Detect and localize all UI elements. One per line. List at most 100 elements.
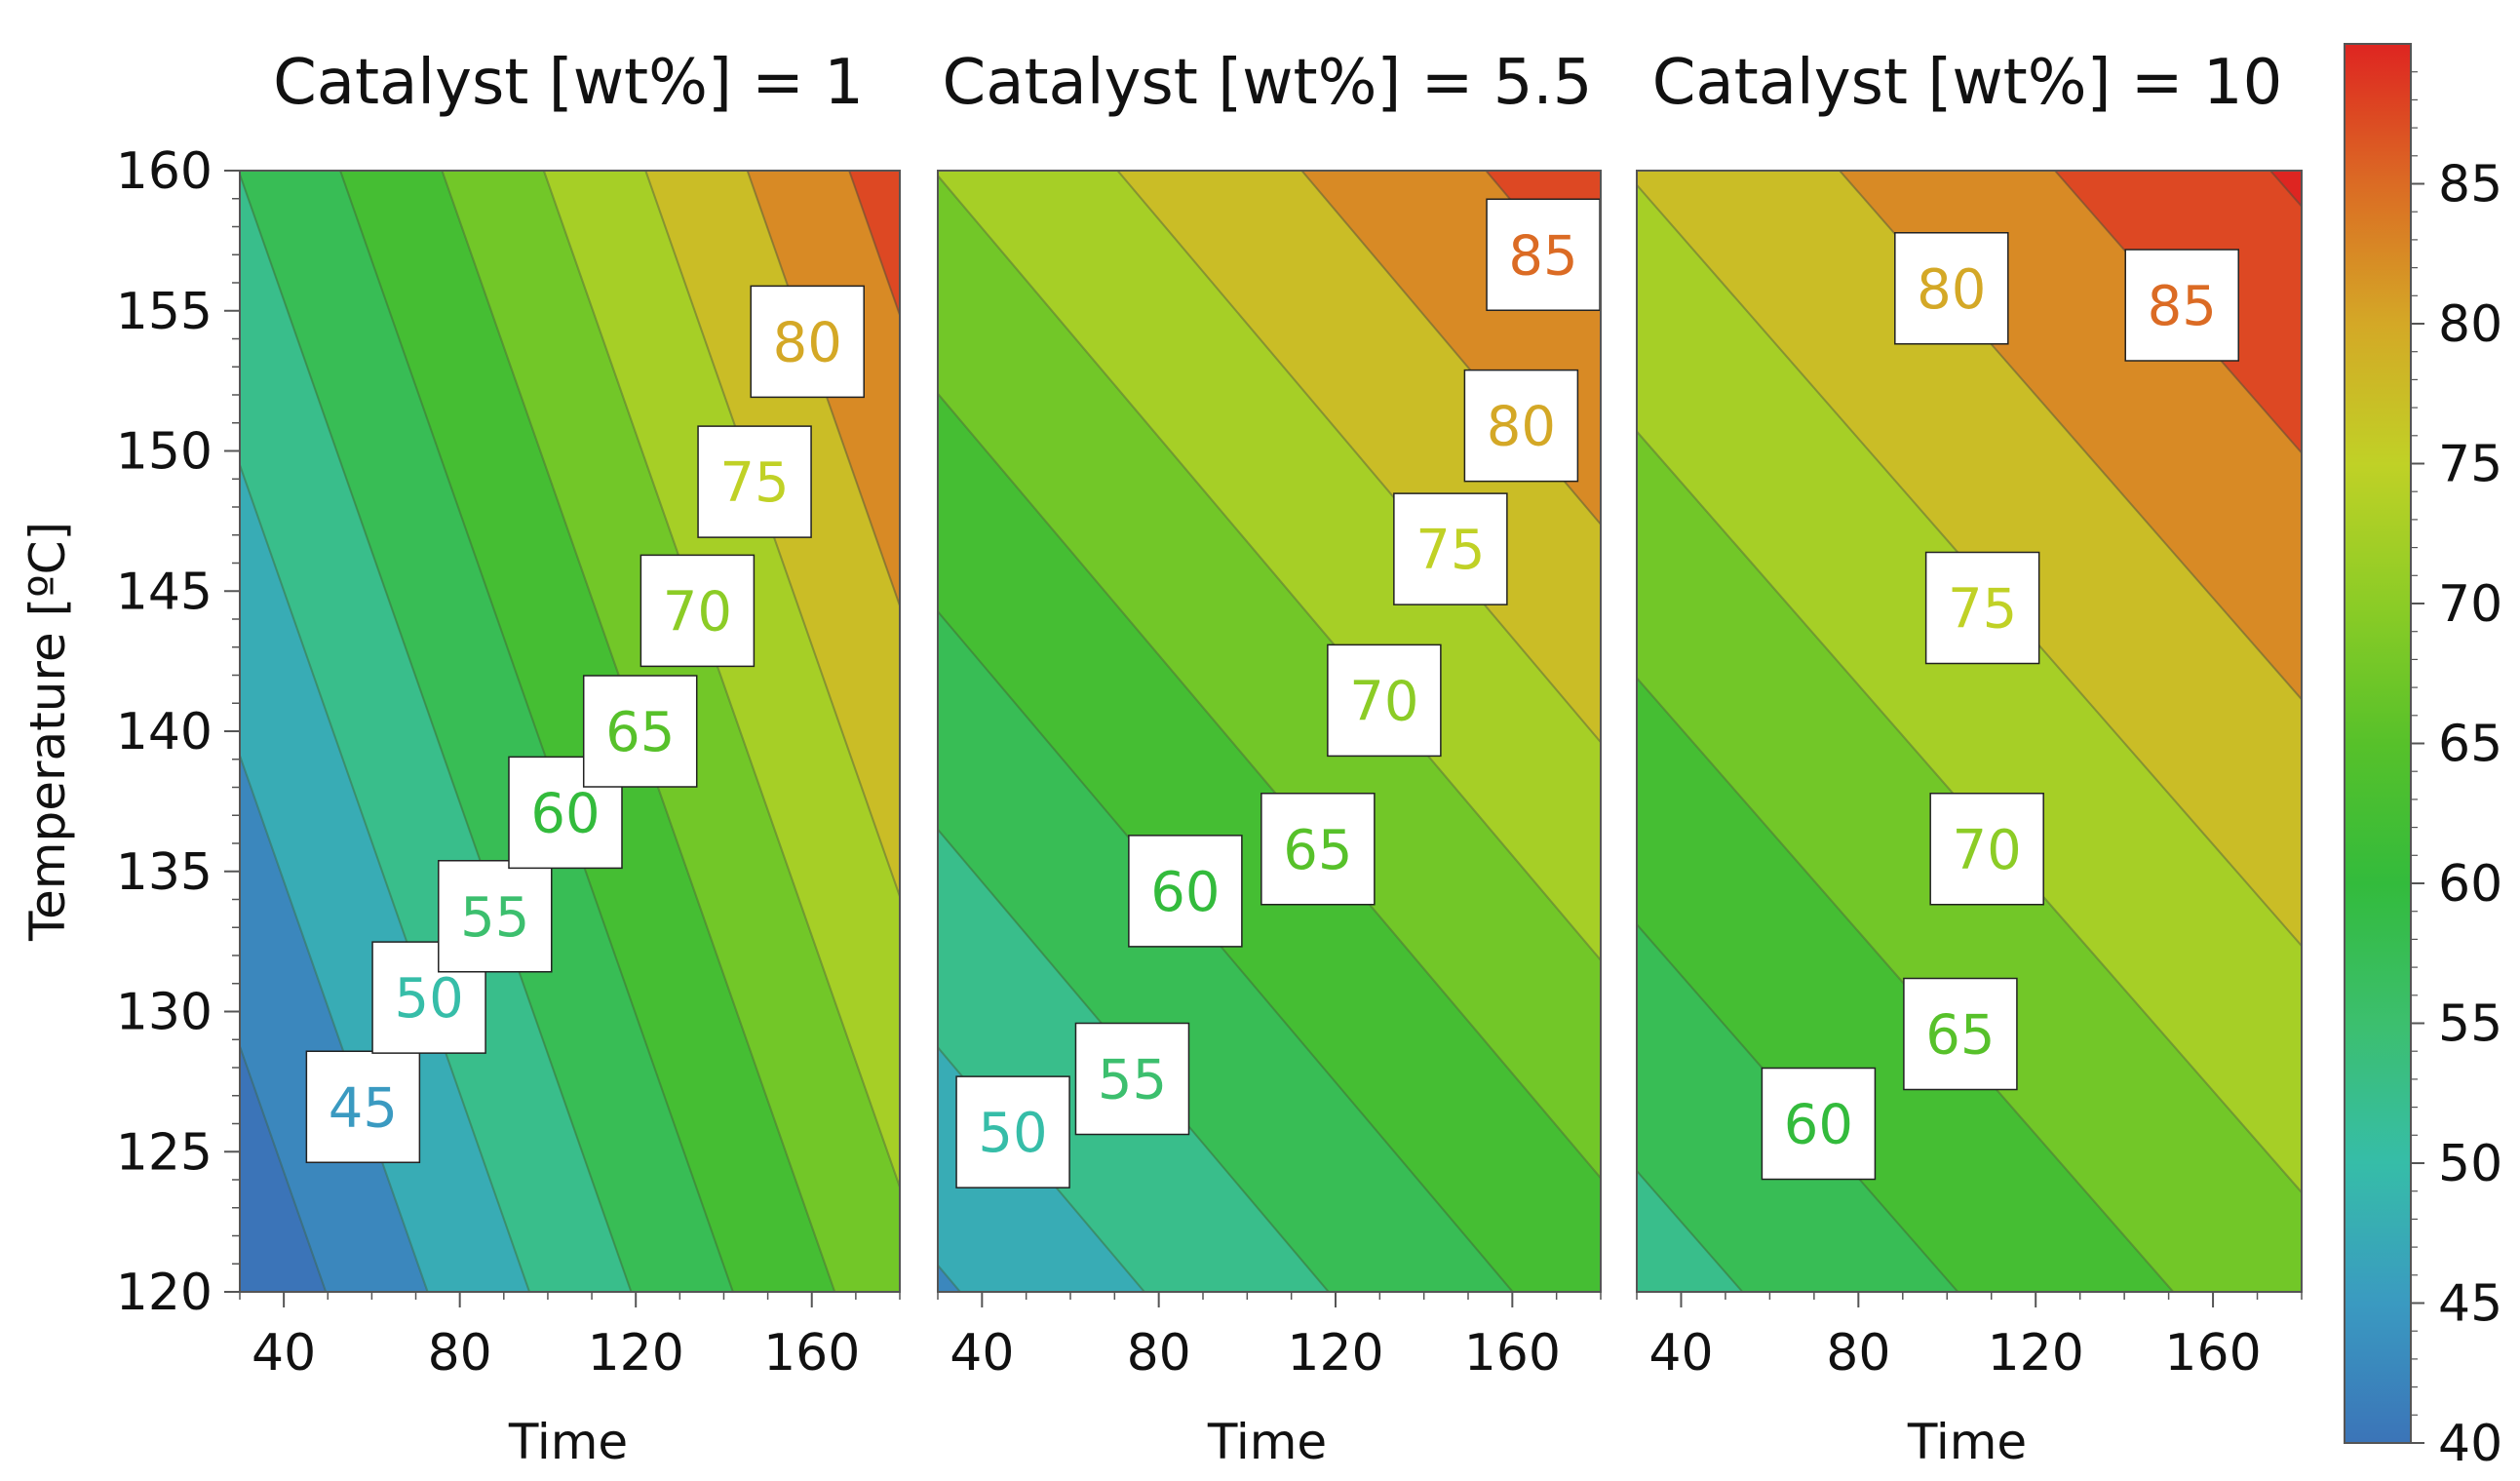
colorbar-tick-label: 50 (2438, 1135, 2502, 1193)
x-axis-label: Time (1907, 1414, 2027, 1470)
contour-label-text: 75 (1415, 519, 1485, 582)
contour-label-85: 85 (2124, 249, 2239, 362)
contour-label-text: 70 (1953, 819, 2022, 882)
contour-band-70 (543, 171, 900, 1188)
x-tick-label: 40 (950, 1324, 1014, 1383)
x-tick-label: 40 (1648, 1324, 1713, 1383)
contour-band-70 (1637, 183, 2302, 1193)
contour-band-55 (240, 171, 734, 1292)
colorbar: 40 45 50 55 60 65 70 75 80 85 (2344, 43, 2502, 1473)
colorbar-tick-label: 40 (2438, 1415, 2502, 1473)
plot-frame (937, 170, 1602, 1293)
y-tick-label: 150 (116, 423, 213, 482)
contour-line-55 (240, 174, 633, 1292)
contour-line-70 (938, 175, 1601, 961)
contour-label-text: 60 (530, 782, 600, 845)
panel-title: Catalyst [wt%] = 10 (1652, 47, 2283, 119)
contour-label-box (1074, 1022, 1190, 1136)
contour-label-text: 70 (1349, 670, 1418, 733)
contour-line-90 (2269, 171, 2302, 208)
colorbar-tick-label: 75 (2438, 436, 2502, 494)
colorbar-tick-label: 80 (2438, 295, 2502, 354)
x-axis: 40 80 120 160 (937, 1292, 1602, 1383)
contour-label-65: 65 (1903, 977, 2018, 1091)
contour-label-text: 55 (460, 886, 529, 950)
contour-label-text: 75 (1948, 578, 2017, 642)
contour-label-box (1903, 977, 2018, 1091)
contour-label-80: 80 (1463, 369, 1579, 483)
x-axis: 40 80 120 160 (239, 1292, 901, 1383)
y-axis-label: Temperature [ºC] (19, 522, 76, 942)
contour-line-group (240, 171, 900, 1292)
contour-label-box (1128, 835, 1243, 948)
x-tick-label: 120 (1988, 1324, 2084, 1383)
contour-label-65: 65 (1260, 793, 1376, 906)
colorbar-tick-label: 85 (2438, 156, 2502, 214)
colorbar-tick-label: 55 (2438, 995, 2502, 1054)
y-tick-label: 140 (116, 703, 213, 761)
contour-label-text: 70 (663, 580, 732, 643)
panel-title: Catalyst [wt%] = 5.5 (943, 47, 1593, 119)
contour-line-60 (339, 171, 734, 1292)
contour-label-box (438, 860, 553, 973)
contour-band-75 (1116, 171, 1601, 744)
contour-label-text: 80 (1917, 258, 1986, 322)
contour-label-box (1761, 1067, 1877, 1181)
contour-label-50: 50 (955, 1075, 1070, 1189)
contour-label-60: 60 (1761, 1067, 1877, 1181)
y-tick-label: 130 (116, 984, 213, 1042)
contour-label-box (1393, 492, 1508, 605)
contour-band-90 (2269, 171, 2302, 208)
contour-line-65 (938, 393, 1601, 1179)
contour-line-45 (938, 1265, 961, 1292)
contour-label-55: 55 (438, 860, 553, 973)
contour-label-box (1327, 643, 1442, 758)
x-axis-label: Time (508, 1414, 628, 1470)
panel-catalyst-10: Catalyst [wt%] = 10 60 65 70 75 80 85 40 80 120… (1636, 47, 2303, 1470)
contour-label-80: 80 (1894, 232, 2009, 345)
contour-label-70: 70 (640, 554, 756, 668)
contour-label-80: 80 (750, 285, 865, 399)
contour-label-55: 55 (1074, 1022, 1190, 1136)
contour-line-45 (240, 755, 429, 1292)
contour-line-55 (1637, 1170, 1744, 1292)
colorbar-tick-label: 70 (2438, 575, 2502, 634)
contour-label-box (640, 554, 756, 668)
contour-label-text: 65 (1283, 819, 1352, 882)
contour-label-text: 85 (1508, 224, 1577, 288)
y-tick-label: 135 (116, 843, 213, 902)
contour-label-70: 70 (1929, 793, 2044, 906)
contour-label-box (1486, 198, 1601, 311)
contour-line-60 (938, 610, 1514, 1292)
contour-line-85 (848, 171, 900, 316)
contour-label-box (955, 1075, 1070, 1189)
colorbar-tick-label: 60 (2438, 855, 2502, 914)
contour-label-box (1929, 793, 2044, 906)
contour-label-text: 55 (1098, 1049, 1167, 1112)
contour-label-box (582, 675, 698, 788)
contour-label-75: 75 (1924, 551, 2040, 665)
contour-band-85 (848, 171, 900, 316)
x-tick-label: 160 (1464, 1324, 1561, 1383)
contour-label-65: 65 (582, 675, 698, 788)
y-tick-label: 160 (116, 142, 213, 201)
contour-label-text: 65 (1925, 1004, 1995, 1068)
contour-label-box (697, 425, 812, 538)
colorbar-tick-label: 45 (2438, 1275, 2502, 1334)
contour-label-text: 85 (2148, 275, 2217, 338)
contour-label-box (1463, 369, 1579, 483)
contour-label-45: 45 (305, 1050, 421, 1163)
y-axis: 120 125 130 135 140 145 150 155 160 (116, 142, 240, 1322)
x-tick-label: 40 (252, 1324, 316, 1383)
contour-label-box (1260, 793, 1376, 906)
contour-label-text: 80 (1487, 396, 1556, 459)
contour-label-text: 45 (329, 1076, 398, 1140)
x-tick-label: 160 (763, 1324, 860, 1383)
contour-label-box (750, 285, 865, 399)
panel-title: Catalyst [wt%] = 1 (273, 47, 864, 119)
y-tick-label: 155 (116, 283, 213, 341)
